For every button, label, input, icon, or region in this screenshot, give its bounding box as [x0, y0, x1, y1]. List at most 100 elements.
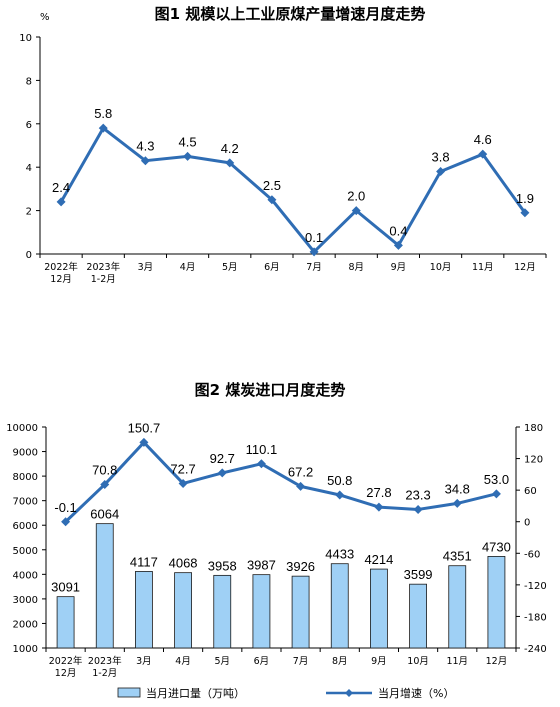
series-point: [520, 208, 530, 218]
bar-value-label: 4351: [443, 549, 472, 564]
x-category-label: 5月: [214, 656, 230, 667]
growth-value-label: 70.8: [92, 462, 117, 477]
chart-1-title: 图1 规模以上工业原煤产量增速月度走势: [155, 5, 426, 23]
growth-point: [296, 481, 306, 491]
bar: [487, 556, 506, 649]
chart-2-axes: [45, 427, 517, 649]
y-tick-label: 0: [26, 250, 32, 261]
left-tick-label: 9000: [13, 448, 38, 459]
growth-point: [491, 489, 501, 499]
bar-value-label: 3958: [208, 558, 237, 573]
left-tick-label: 3000: [13, 595, 38, 606]
growth-value-label: 150.7: [128, 420, 161, 435]
bar: [174, 572, 192, 649]
bar: [330, 563, 349, 649]
right-tick-label: 60: [524, 486, 537, 497]
x-category-label: 4月: [175, 656, 191, 667]
data-label: 0.4: [389, 223, 407, 238]
left-tick-label: 4000: [13, 570, 38, 581]
bar-value-label: 4730: [482, 539, 511, 554]
growth-value-label: 67.2: [288, 464, 313, 479]
x-category-label: 6月: [254, 656, 270, 667]
chart-2-ticks: 1000 2000 3000 4000 5000 6000 7000 8000 9000 1000…: [6, 423, 547, 655]
growth-value-label: 34.8: [445, 481, 470, 496]
x-category-label: 7月: [306, 262, 322, 273]
data-label: 4.6: [474, 132, 492, 147]
data-label: 2.5: [263, 178, 281, 193]
growth-point: [139, 437, 149, 447]
bar: [409, 583, 427, 649]
x-category-label: 6月: [264, 262, 280, 273]
bar: [56, 596, 75, 649]
data-label: 0.1: [305, 230, 323, 245]
x-category-label: 10月: [430, 262, 452, 273]
chart-1-data-labels: 2.4 5.8 4.3 4.5 4.2 2.5 0.1 2.0 0.4 3.8 4.6 1.9: [52, 106, 534, 245]
bar-value-label: 3987: [247, 558, 276, 573]
bar: [95, 523, 114, 649]
data-label: 3.8: [432, 150, 450, 165]
chart-2-title: 图2 煤炭进口月度走势: [195, 381, 346, 399]
x-category-label: 11月: [472, 262, 494, 273]
bar-value-label: 4117: [130, 554, 158, 569]
data-label: 2.0: [347, 189, 365, 204]
series-point: [393, 240, 403, 250]
growth-value-label: 53.0: [484, 472, 509, 487]
x-category-label: 3月: [136, 656, 152, 667]
x-category-label: 12月: [486, 656, 508, 667]
growth-value-label: 72.7: [170, 461, 195, 476]
bar-value-label: 4214: [364, 552, 393, 567]
x-category-label: 8月: [332, 656, 348, 667]
growth-point: [374, 502, 384, 512]
series-point: [351, 206, 361, 216]
y-tick-label: 2: [26, 207, 32, 218]
x-category-label: 7月: [293, 656, 309, 667]
x-category-label: 11月: [446, 656, 468, 667]
x-category-label-line2: 12月: [50, 274, 72, 285]
bar: [448, 565, 467, 649]
series-point: [183, 151, 193, 161]
growth-point: [452, 498, 462, 508]
right-tick-label: -120: [524, 581, 547, 592]
chart-2-bars: [56, 523, 506, 649]
x-category-label-line1: 2023年: [86, 261, 120, 273]
bar-value-label: 3926: [286, 559, 315, 574]
growth-value-label: 110.1: [246, 442, 278, 457]
growth-value-label: 50.8: [327, 473, 352, 488]
legend-swatch-bar: [117, 687, 141, 698]
x-category-label: 9月: [371, 656, 387, 667]
bar-value-label: 4068: [169, 556, 198, 571]
chart-2: 图2 煤炭进口月度走势 1000 2000 3000 4000 5000 6000 7000…: [6, 381, 547, 700]
bar: [291, 575, 310, 649]
y-tick-label: 6: [26, 120, 32, 131]
growth-value-label: 23.3: [405, 487, 430, 502]
left-tick-label: 10000: [6, 423, 38, 434]
growth-line: [64, 440, 497, 523]
series-point: [478, 149, 488, 159]
x-category-label-line1: 2022年: [49, 655, 83, 667]
series-line: [59, 126, 527, 254]
chart-1-axes: [39, 37, 546, 255]
series-point: [56, 197, 66, 207]
y-tick-label: 8: [26, 76, 32, 87]
x-category-label: 4月: [180, 262, 196, 273]
right-tick-label: -240: [524, 644, 547, 655]
bar-value-label: 3599: [404, 567, 433, 582]
growth-value-label: -0.1: [54, 500, 76, 515]
chart-2-data-labels: 3091 6064 4117 4068 3958 3987 3926 4433 4214 3599…: [51, 420, 511, 594]
bar: [135, 571, 153, 649]
right-tick-label: 120: [524, 455, 543, 466]
series-point: [225, 158, 235, 168]
x-category-label: 5月: [222, 262, 238, 273]
growth-point: [256, 459, 266, 469]
series-point: [98, 123, 108, 133]
series-point: [140, 156, 150, 166]
chart-1-y-unit: %: [40, 12, 50, 23]
x-category-label: 12月: [514, 262, 536, 273]
legend-label-import-volume: 当月进口量（万吨）: [146, 686, 245, 700]
x-category-label: 8月: [348, 262, 364, 273]
left-tick-label: 2000: [13, 619, 38, 630]
x-category-label: 3月: [138, 262, 154, 273]
data-label: 4.2: [221, 141, 239, 156]
